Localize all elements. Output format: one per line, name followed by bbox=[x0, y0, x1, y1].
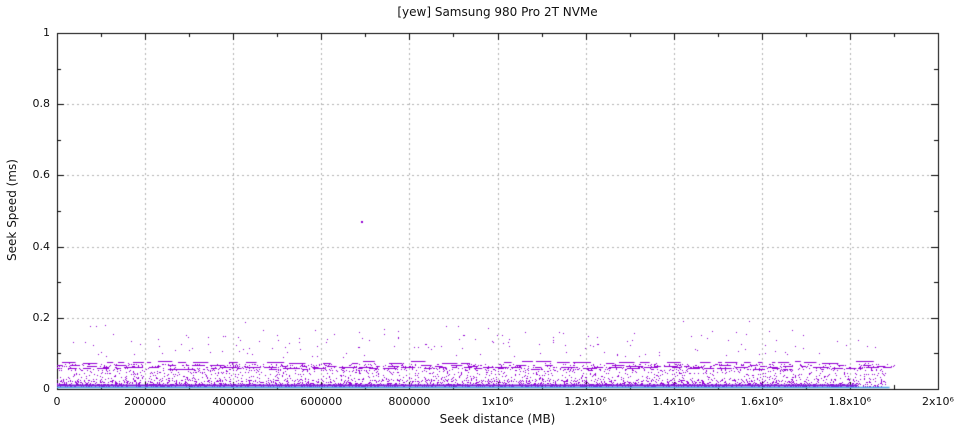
x-tick-label-1: 200000 bbox=[124, 395, 167, 408]
x-axis-label: Seek distance (MB) bbox=[439, 412, 556, 426]
x-tick-label-5: 1x10⁶ bbox=[481, 395, 514, 408]
y-tick-label-1: 0.2 bbox=[32, 310, 51, 324]
chart-title: [yew] Samsung 980 Pro 2T NVMe bbox=[397, 5, 598, 19]
x-tick-label-0: 0 bbox=[53, 395, 61, 408]
x-tick-label-2: 400000 bbox=[212, 395, 255, 408]
y-tick-label-2: 0.4 bbox=[32, 239, 51, 253]
x-tick-label-10: 2x10⁶ bbox=[922, 395, 954, 408]
x-tick-label-8: 1.6x10⁶ bbox=[740, 395, 784, 408]
x-tick-label-7: 1.4x10⁶ bbox=[652, 395, 695, 408]
y-tick-label-4: 0.8 bbox=[32, 97, 51, 111]
y-tick-label-0: 0 bbox=[43, 382, 50, 395]
y-axis-label: Seek Speed (ms) bbox=[5, 159, 19, 261]
y-tick-label-3: 0.6 bbox=[32, 168, 51, 182]
x-tick-label-9: 1.8x10⁶ bbox=[828, 395, 872, 408]
x-tick-label-3: 600000 bbox=[300, 395, 343, 408]
y-tick-label-5: 1 bbox=[43, 26, 50, 39]
x-tick-label-6: 1.2x10⁶ bbox=[564, 395, 607, 408]
x-tick-label-4: 800000 bbox=[388, 395, 431, 408]
